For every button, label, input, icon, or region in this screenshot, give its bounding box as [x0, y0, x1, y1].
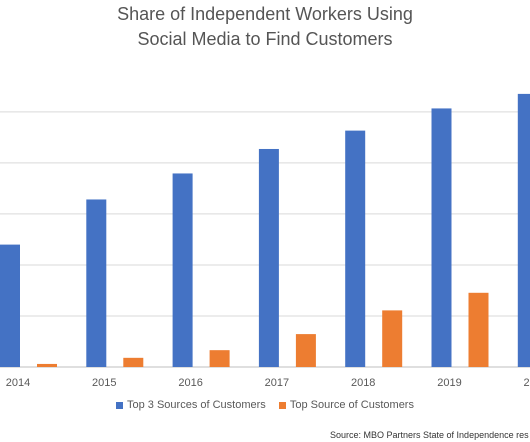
bar-top3-2017 — [258, 148, 279, 367]
bar-top3-2015 — [86, 199, 107, 367]
bar-top1-2014 — [37, 363, 57, 367]
source-note: Source: MBO Partners State of Independen… — [330, 430, 529, 440]
bars — [0, 93, 530, 368]
legend-label-top1: Top Source of Customers — [289, 399, 414, 411]
x-label-2020: 2020 — [524, 377, 530, 389]
bar-top1-2019 — [468, 292, 489, 367]
x-label-2017: 2017 — [265, 377, 289, 389]
bar-top3-2019 — [431, 108, 452, 368]
bar-top3-2014 — [0, 244, 20, 367]
legend-label-top3: Top 3 Sources of Customers — [127, 399, 266, 411]
bar-top3-2020 — [517, 93, 530, 368]
x-label-2015: 2015 — [92, 377, 116, 389]
bar-top1-2018 — [382, 310, 403, 367]
legend-item-top3: Top 3 Sources of Customers — [116, 399, 266, 411]
legend-item-top1: Top Source of Customers — [278, 399, 414, 411]
bar-top1-2015 — [123, 357, 144, 367]
x-axis-labels: 2014 2015 2016 2017 2018 2019 2020 — [6, 377, 530, 389]
legend-swatch-top1 — [278, 401, 286, 409]
x-label-2019: 2019 — [437, 377, 461, 389]
legend: Top 3 Sources of Customers Top Source of… — [0, 399, 530, 412]
x-label-2016: 2016 — [178, 377, 202, 389]
bar-top1-2017 — [295, 334, 316, 367]
x-label-2014: 2014 — [6, 377, 30, 389]
chart-title-line-2: Social Media to Find Customers — [137, 29, 393, 49]
x-label-2018: 2018 — [351, 377, 375, 389]
chart-title-line-1: Share of Independent Workers Using — [117, 4, 413, 24]
bar-top3-2018 — [345, 130, 366, 367]
bar-top1-2016 — [209, 350, 230, 367]
legend-swatch-top3 — [116, 401, 123, 409]
bar-top3-2016 — [172, 173, 193, 367]
